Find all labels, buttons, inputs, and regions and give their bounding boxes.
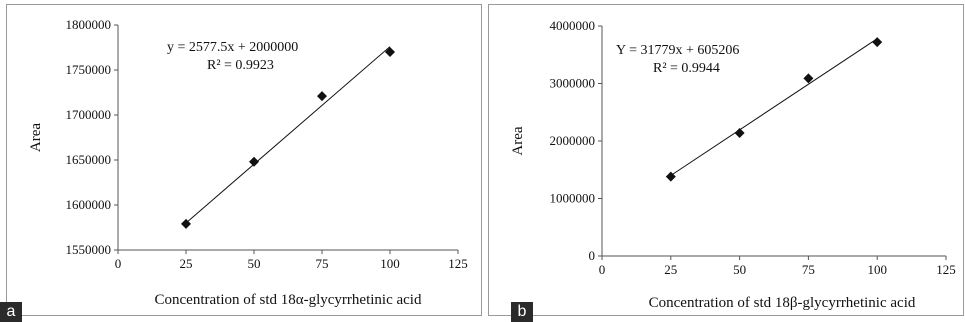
x-tick-label: 75: [802, 262, 815, 277]
x-axis-title: Concentration of std 18α-glycyrrhetinic …: [155, 292, 422, 308]
x-tick-label: 125: [448, 256, 468, 271]
chart-b-svg: 0 1000000 2000000 3000000 4000000 0 25 50 75 100 1…: [510, 18, 956, 311]
data-point: [385, 47, 395, 57]
y-tick-label: 0: [589, 248, 596, 263]
data-point: [249, 156, 259, 167]
y-axis-title: Area: [28, 123, 44, 152]
y-tick-label: 3000000: [550, 76, 596, 91]
x-tick-label: 0: [115, 256, 122, 271]
x-tick-label: 25: [180, 256, 193, 271]
r-squared-label: R² = 0.9923: [207, 58, 274, 73]
x-tick-label: 25: [664, 262, 677, 277]
x-tick-label: 75: [316, 256, 329, 271]
y-tick-label: 2000000: [550, 133, 596, 148]
chart-frame: [6, 4, 482, 316]
data-point: [317, 91, 327, 102]
y-tick-label: 1550000: [66, 242, 112, 257]
data-point: [665, 171, 676, 182]
data-point: [734, 127, 745, 138]
y-tick-label: 1650000: [66, 152, 112, 167]
data-point: [181, 218, 191, 229]
trendline: [670, 38, 878, 176]
y-tick-label: 1750000: [66, 62, 112, 77]
panel-label-a: a: [0, 302, 22, 322]
regression-equation: y = 2577.5x + 2000000: [167, 40, 298, 55]
regression-equation: Y = 31779x + 605206: [616, 43, 739, 58]
r-squared-label: R² = 0.9944: [653, 61, 720, 76]
trendline: [185, 46, 391, 224]
x-tick-label: 100: [867, 262, 887, 277]
x-tick-label: 0: [599, 262, 606, 277]
y-tick-label: 1000000: [550, 191, 596, 206]
x-tick-label: 50: [248, 256, 261, 271]
x-tick-label: 125: [936, 262, 956, 277]
x-tick-label: 50: [733, 262, 746, 277]
chart-panel-a: 1550000 1600000 1650000 1700000 1750000 18000…: [0, 0, 482, 322]
chart-frame: [488, 4, 964, 316]
panel-label-b: b: [511, 302, 533, 322]
chart-panel-b: 0 1000000 2000000 3000000 4000000 0 25 50 75 100 1…: [486, 0, 965, 322]
chart-a-svg: 1550000 1600000 1650000 1700000 1750000 18000…: [28, 17, 468, 308]
y-tick-label: 4000000: [550, 18, 596, 33]
x-tick-label: 100: [380, 256, 400, 271]
y-tick-label: 1800000: [66, 17, 112, 32]
x-axis-title: Concentration of std 18β-glycyrrhetinic …: [649, 295, 916, 311]
y-tick-label: 1600000: [66, 197, 112, 212]
y-tick-label: 1700000: [66, 107, 112, 122]
y-axis-title: Area: [510, 126, 526, 155]
data-point: [803, 73, 814, 84]
data-point: [872, 37, 883, 48]
